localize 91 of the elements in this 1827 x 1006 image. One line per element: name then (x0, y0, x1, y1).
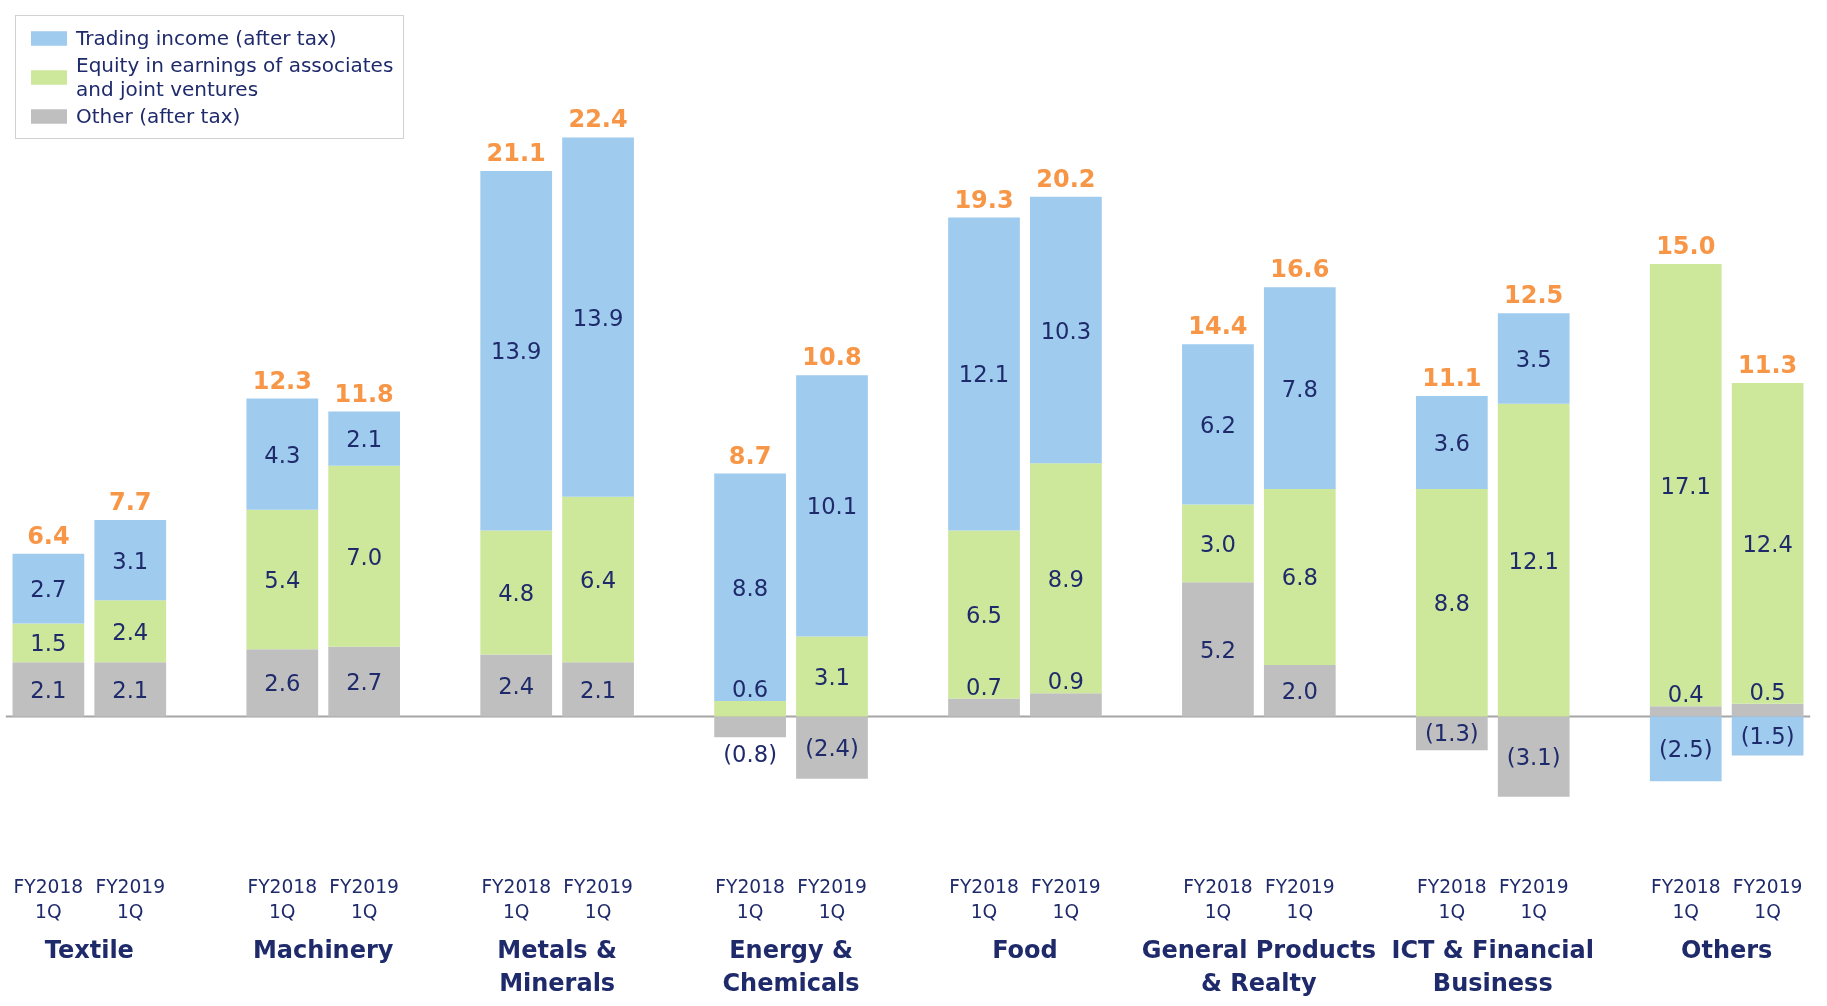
data-label: 7.8 (1281, 375, 1318, 402)
total-label: 8.7 (728, 441, 772, 470)
data-label: 6.8 (1281, 564, 1318, 591)
total-label: 7.7 (108, 488, 152, 517)
data-label: 0.6 (732, 676, 769, 703)
data-label: 13.9 (490, 338, 542, 365)
total-label: 6.4 (27, 521, 70, 550)
text: Machinery (253, 935, 394, 964)
total-label: 22.4 (568, 105, 628, 134)
text: ICT & Financial Business (1391, 935, 1594, 998)
data-label: 4.3 (264, 441, 301, 468)
data-label: (3.1) (1506, 743, 1561, 770)
data-label: (2.5) (1658, 735, 1713, 762)
data-label: (1.3) (1424, 720, 1479, 747)
x-tick-label: FY2018 1Q (949, 875, 1019, 922)
data-label: 3.6 (1433, 430, 1470, 456)
total-label: 10.8 (802, 343, 862, 372)
x-tick-label: FY2018 1Q (715, 875, 785, 922)
legend-label: Other (after tax) (76, 104, 241, 128)
x-tick-label: FY2018 1Q (481, 875, 552, 922)
data-label: 8.9 (1047, 565, 1084, 592)
data-label: 10.1 (806, 493, 858, 520)
data-label: 2.1 (112, 676, 149, 703)
total-label: 19.3 (954, 185, 1014, 214)
x-tick-label: FY2018 1Q (1417, 875, 1487, 922)
total-label: 12.3 (252, 366, 312, 395)
x-tick-label: FY2018 1Q (1183, 875, 1253, 922)
data-label: 2.1 (30, 676, 67, 703)
x-tick-label: FY2019 1Q (1732, 875, 1803, 922)
x-tick-label: FY2018 1Q (247, 875, 318, 922)
x-tick-label: FY2019 1Q (797, 875, 867, 922)
data-label: 2.7 (30, 576, 67, 603)
x-tick-label: FY2018 1Q (13, 875, 84, 922)
x-tick-label: FY2019 1Q (1031, 875, 1101, 922)
x-tick-label: FY2019 1Q (563, 875, 633, 922)
text: Energy & Chemicals (722, 935, 860, 998)
total-label: 12.5 (1504, 281, 1564, 310)
data-label: 2.7 (346, 669, 383, 696)
total-label: 11.3 (1738, 351, 1798, 380)
data-label: 8.8 (1433, 590, 1470, 617)
text: Others (1681, 935, 1773, 964)
x-tick-label: FY2019 1Q (1498, 875, 1569, 922)
data-label: 1.5 (30, 630, 67, 657)
total-label: 15.0 (1656, 232, 1716, 261)
data-label: 6.2 (1199, 411, 1236, 438)
data-label: 12.1 (1508, 547, 1559, 574)
total-label: 14.4 (1188, 312, 1248, 341)
text: Food (992, 935, 1058, 964)
data-label: 3.1 (813, 664, 850, 691)
total-label: 11.1 (1422, 364, 1482, 393)
data-label: 13.9 (572, 304, 624, 331)
x-tick-label: FY2019 1Q (95, 875, 166, 922)
x-tick-label: FY2019 1Q (1265, 875, 1335, 922)
text: Metals & Minerals (497, 935, 617, 998)
data-label: 8.8 (732, 574, 769, 601)
data-label: 10.3 (1040, 317, 1092, 344)
total-label: 20.2 (1036, 164, 1096, 193)
data-label: 6.4 (580, 567, 617, 594)
text: Textile (44, 935, 134, 964)
data-label: 5.4 (264, 567, 301, 594)
data-label: 6.5 (966, 601, 1003, 628)
data-label: 3.1 (112, 547, 149, 574)
data-label: 3.5 (1515, 345, 1552, 372)
data-label: 7.0 (346, 543, 383, 570)
x-tick-label: FY2018 1Q (1650, 875, 1721, 922)
data-label: 0.9 (1047, 668, 1084, 695)
data-label: 2.6 (264, 670, 301, 697)
x-tick-label: FY2019 1Q (329, 875, 399, 922)
data-label: 2.4 (112, 618, 149, 645)
data-label: 3.0 (1199, 530, 1236, 557)
data-label: 2.1 (580, 676, 617, 703)
total-label: 21.1 (486, 139, 546, 168)
data-label: 12.1 (958, 361, 1010, 388)
total-label: 11.8 (334, 379, 394, 408)
data-label: 17.1 (1660, 472, 1711, 499)
data-label: 0.7 (966, 673, 1003, 700)
data-label: 12.4 (1742, 530, 1793, 557)
legend-label: Trading income (after tax) (76, 26, 337, 50)
data-label: 0.4 (1667, 681, 1704, 708)
data-label: 2.4 (498, 673, 535, 700)
data-label: (2.4) (805, 734, 859, 761)
data-label: 5.2 (1199, 636, 1236, 663)
data-label: 0.5 (1749, 678, 1786, 705)
data-label: (1.5) (1740, 722, 1795, 749)
data-label: 2.0 (1281, 678, 1318, 705)
legend-label: Equity in earnings of associates and joint ventures (76, 53, 394, 101)
data-label: 4.8 (498, 579, 535, 606)
text: General Products & Realty (1141, 935, 1376, 998)
data-label: 2.1 (346, 426, 383, 453)
total-label: 16.6 (1270, 255, 1330, 284)
data-label: (0.8) (723, 741, 777, 768)
